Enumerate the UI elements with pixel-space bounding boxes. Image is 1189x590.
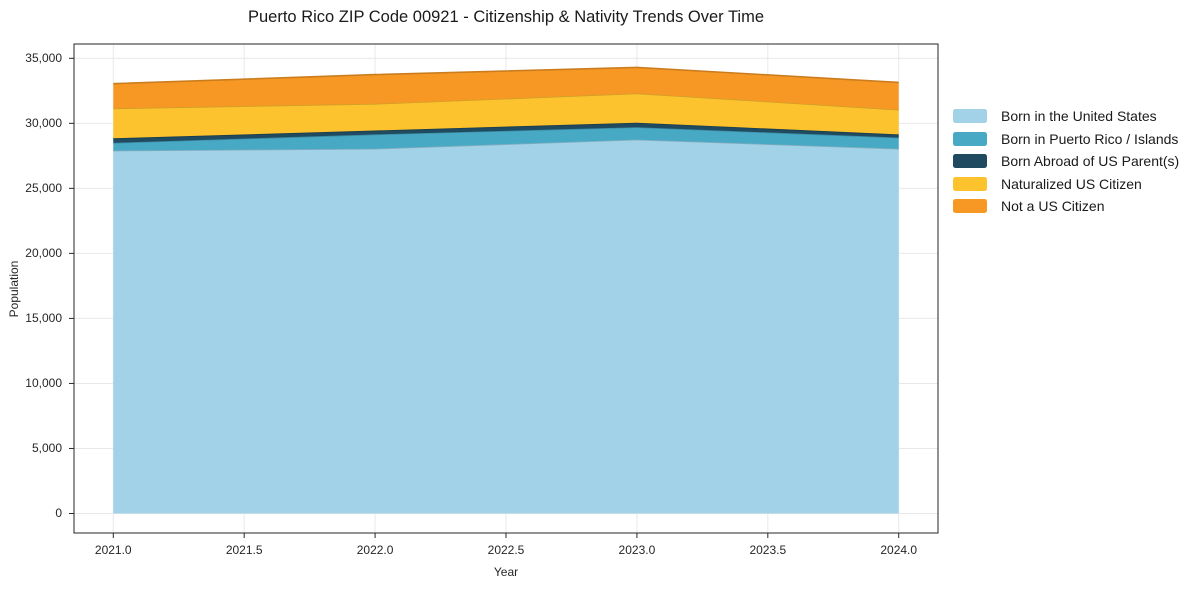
y-tick-label: 10,000 — [25, 376, 62, 391]
y-tick-label: 25,000 — [25, 181, 62, 196]
area-band-1 — [113, 127, 899, 151]
x-tick-label: 2024.0 — [880, 543, 918, 557]
y-tick-label: 20,000 — [25, 246, 62, 261]
legend-swatch-icon — [953, 199, 987, 214]
area-band-2 — [113, 122, 899, 143]
legend-swatch-icon — [953, 154, 987, 169]
legend-label: Born in the United States — [1001, 108, 1157, 124]
x-tick-label: 2022.5 — [487, 543, 525, 557]
legend-item: Born in Puerto Rico / Islands — [953, 131, 1178, 147]
area-edge-3 — [113, 92, 899, 111]
y-tick-label: 30,000 — [25, 116, 62, 131]
legend-label: Not a US Citizen — [1001, 198, 1105, 215]
legend-item: Not a US Citizen — [953, 198, 1104, 214]
y-tick-label: 5,000 — [31, 441, 62, 456]
legend-item: Born Abroad of US Parent(s) — [953, 153, 1179, 169]
legend-item: Born in the United States — [953, 108, 1157, 124]
area-band-3 — [113, 93, 899, 139]
legend-label: Born in Puerto Rico / Islands — [1001, 130, 1179, 147]
x-tick-label: 2022.0 — [356, 543, 394, 557]
x-tick-label: 2023.5 — [749, 543, 787, 557]
x-tick-label: 2021.5 — [225, 543, 263, 557]
area-band-0 — [113, 139, 899, 514]
legend-item: Naturalized US Citizen — [953, 176, 1142, 192]
legend-label: Naturalized US Citizen — [1001, 175, 1142, 192]
legend-label: Born Abroad of US Parent(s) — [1001, 153, 1180, 170]
x-tick-label: 2021.0 — [94, 543, 132, 557]
x-tick-label: 2023.0 — [618, 543, 656, 557]
legend-swatch-icon — [953, 131, 987, 146]
area-band-4 — [113, 67, 899, 110]
legend-swatch-icon — [953, 176, 987, 191]
chart-title: Puerto Rico ZIP Code 00921 - Citizenship… — [248, 8, 764, 26]
area-edge-4 — [113, 66, 899, 85]
y-tick-label: 35,000 — [25, 51, 62, 66]
x-axis-label: Year — [493, 565, 519, 579]
y-tick-label: 0 — [55, 506, 62, 521]
legend-swatch-icon — [953, 109, 987, 123]
y-tick-label: 15,000 — [25, 311, 62, 326]
